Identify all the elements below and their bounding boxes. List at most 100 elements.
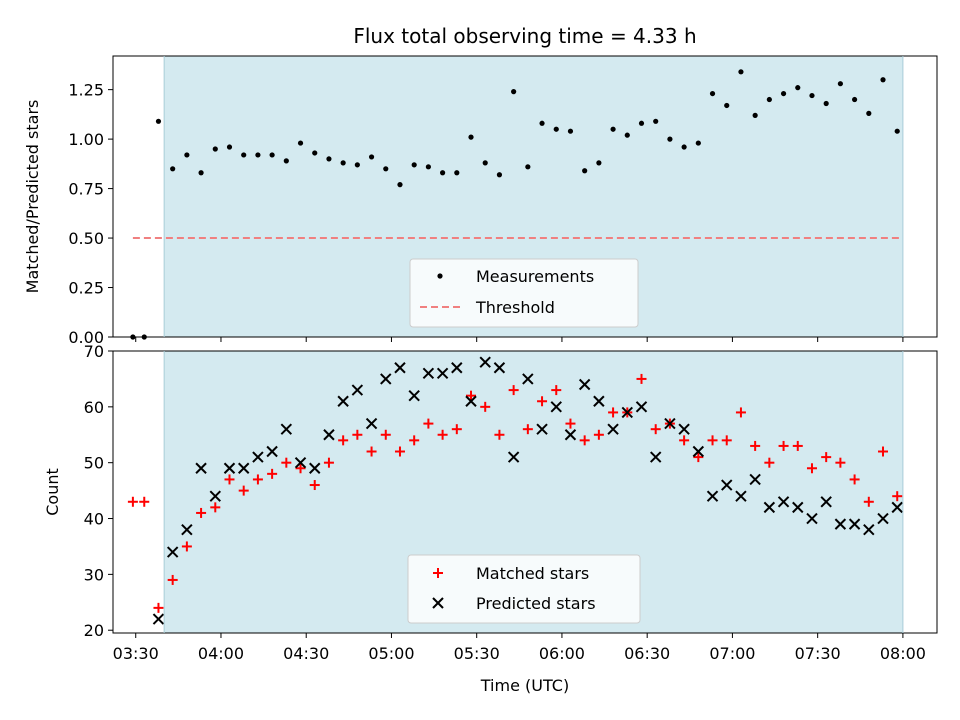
legend-label-threshold: Threshold [475,298,555,317]
matched-star-marker [650,424,661,435]
predicted-star-marker [394,362,406,374]
bottom-y-tick-label: 20 [84,621,104,640]
x-tick-label: 04:30 [283,644,329,663]
measurement-point [468,134,474,140]
matched-star-marker [224,474,235,485]
measurement-point [553,126,559,132]
top-x-ticks [135,337,904,342]
predicted-star-marker [834,518,847,530]
x-tick-label: 06:00 [539,644,585,663]
measurement-points [130,69,900,340]
predicted-star-marker [820,496,832,508]
measurement-point [596,160,602,166]
matched-star-marker [778,440,789,451]
x-tick-label: 04:00 [198,644,244,663]
predicted-star-marker [436,367,449,380]
measurement-point [880,77,886,83]
matched-star-marker [693,452,704,463]
top-y-tick-label: 0.00 [68,328,104,347]
measurement-point [837,81,843,87]
measurement-point [525,164,531,170]
legend-marker-matched [433,568,443,578]
top-y-tick-label: 1.00 [68,130,104,149]
legend-label-predicted: Predicted stars [476,594,596,613]
matched-star-marker [409,435,420,446]
measurement-point [368,154,375,160]
matched-star-marker [451,424,462,435]
measurement-point [340,160,346,166]
measurement-point [567,128,574,134]
legend-label-measurements: Measurements [476,267,594,286]
matched-star-marker [196,507,207,518]
matched-star-marker [139,496,150,507]
measurement-point [823,100,829,107]
matched-star-marker [508,385,519,396]
matched-star-marker [721,435,732,446]
measurement-point [482,160,488,166]
measurement-point [866,110,872,116]
measurement-point [297,140,304,146]
matched-star-marker [309,480,320,491]
x-tick-label: 07:00 [709,644,755,663]
matched-star-marker [636,373,647,384]
predicted-star-marker [451,362,463,374]
bottom-y-tick-label: 50 [84,454,104,473]
matched-star-marker [735,407,746,418]
legend-marker-measurements [437,273,443,279]
matched-star-marker [863,496,874,507]
predicted-star-marker [365,417,378,430]
predicted-star-marker [550,401,562,413]
measurement-point [255,152,261,158]
measurement-point [226,144,233,150]
predicted-star-marker [664,417,676,430]
predicted-star-marker [593,395,605,407]
predicted-star-marker [181,523,193,536]
measurement-point [170,166,176,172]
x-tick-label: 05:00 [368,644,414,663]
predicted-star-marker [507,451,520,463]
measurement-point [155,118,162,124]
matched-star-marker [579,435,590,446]
predicted-star-marker [564,429,577,441]
matched-star-marker [252,474,263,485]
x-tick-label: 06:30 [624,644,670,663]
matched-star-marker [210,502,221,513]
predicted-star-marker [763,501,776,514]
measurement-point [738,69,744,75]
predicted-star-marker [735,490,747,502]
measurement-point [454,170,460,176]
top-axes-frame [112,55,938,338]
measurement-point [852,96,858,103]
x-tick-label: 03:30 [113,644,159,663]
predicted-star-marker [223,462,236,474]
matched-star-marker [821,452,832,463]
measurement-point [198,170,204,176]
legend-marker-predicted [432,597,444,609]
matched-star-marker [281,457,292,468]
predicted-star-marker [891,501,903,514]
predicted-star-marker [792,501,804,514]
predicted-star-marker [877,512,889,525]
bottom-y-tick-label: 60 [84,398,104,417]
x-tick-label: 07:30 [795,644,841,663]
predicted-star-marker [635,401,648,413]
x-tick-label: 05:30 [454,644,500,663]
predicted-star-marker [678,423,690,435]
predicted-star-marker [351,384,364,396]
bottom-y-ticks: 20 30 40 50 60 70 [84,342,113,640]
matched-star-marker [494,429,505,440]
predicted-star-marker [578,378,591,391]
predicted-star-marker [621,406,633,419]
matched-star-marker [707,435,718,446]
matched-star-marker [338,435,349,446]
matched-star-marker [764,457,775,468]
predicted-star-marker [721,479,733,491]
top-panel: 0.00 0.25 0.50 0.75 1.00 1.25 Matched/Predict… [23,55,938,347]
measurement-point [624,132,630,138]
predicted-star-marker [863,523,875,536]
matched-star-marker [878,446,889,457]
matched-star-marker [394,446,405,457]
measurement-point [724,102,730,109]
legend-box [409,258,639,328]
predicted-star-marker [309,462,321,474]
